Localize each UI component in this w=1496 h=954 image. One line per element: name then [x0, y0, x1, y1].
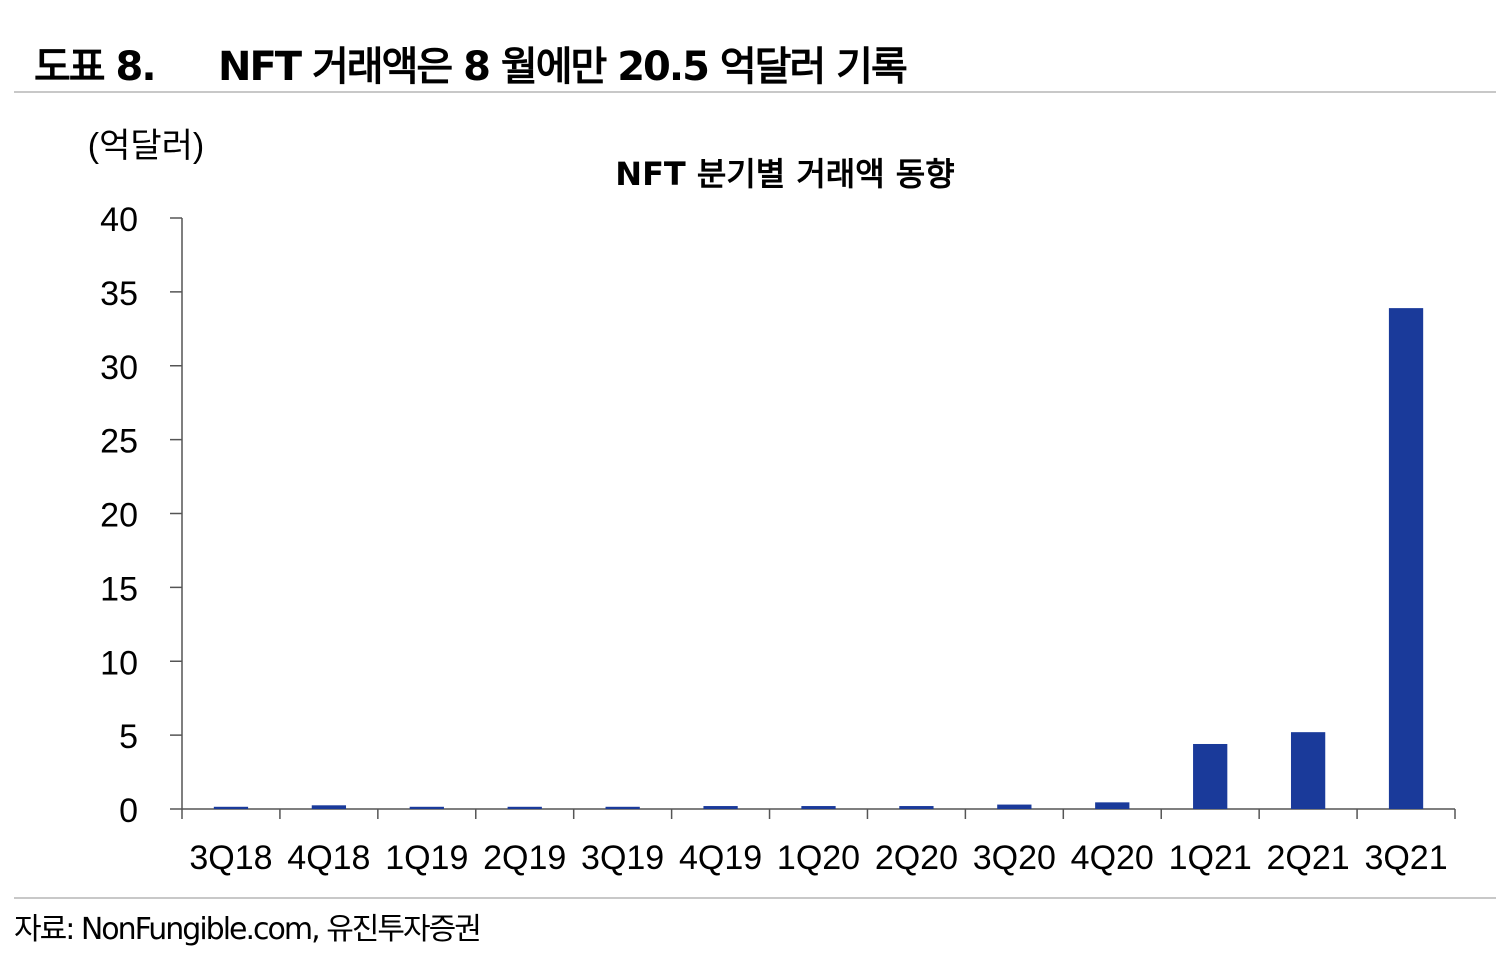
- y-axis: 0 5 10 15 20 25 30 35 40: [100, 201, 183, 830]
- y-tick-label: 40: [100, 201, 138, 239]
- source-note: 자료: NonFungible.com, 유진투자증권: [14, 912, 482, 947]
- x-tick-label: 4Q19: [679, 839, 762, 877]
- x-tick-label: 2Q20: [875, 839, 958, 877]
- y-tick-label: 5: [119, 718, 138, 756]
- bar-chart: (억달러) NFT 분기별 거래액 동향 0 5 10 15 20 25 30 35 40 3Q…: [88, 127, 1456, 877]
- bar-3Q19: [605, 806, 640, 809]
- y-tick-label: 20: [100, 497, 138, 535]
- x-tick-label: 1Q19: [385, 839, 468, 877]
- x-tick-label: 4Q20: [1071, 839, 1154, 877]
- bar-2Q20: [899, 806, 934, 809]
- bar-4Q19: [703, 806, 738, 809]
- bar-4Q18: [311, 805, 347, 809]
- bar-4Q20: [1095, 802, 1130, 809]
- bar-1Q19: [409, 806, 444, 809]
- y-tick-label: 25: [100, 423, 138, 461]
- y-tick-label: 30: [100, 349, 138, 387]
- y-tick-label: 10: [100, 644, 138, 682]
- x-tick-label: 3Q21: [1364, 839, 1447, 877]
- figure-title: NFT 거래액은 8 월에만 20.5 억달러 기록: [218, 44, 908, 90]
- x-axis: 3Q18 4Q18 1Q19 2Q19 3Q19 4Q19 1Q20 2Q20 3Q20 4Q20…: [181, 808, 1456, 877]
- x-tick-label: 1Q21: [1169, 839, 1252, 877]
- footer-divider: [14, 897, 1496, 899]
- y-unit-label: (억달러): [88, 127, 204, 165]
- bar-2Q21: [1290, 732, 1326, 809]
- bar-2Q19: [507, 806, 542, 809]
- x-tick-label: 3Q19: [581, 839, 664, 877]
- chart-title: NFT 분기별 거래액 동향: [615, 155, 954, 193]
- x-tick-label: 2Q21: [1267, 839, 1350, 877]
- x-tick-label: 4Q18: [287, 839, 370, 877]
- bar-1Q20: [801, 806, 836, 809]
- bar-3Q21: [1388, 308, 1424, 809]
- figure-label: 도표 8.: [34, 44, 157, 90]
- x-tick-label: 3Q18: [189, 839, 272, 877]
- y-tick-label: 35: [100, 275, 138, 313]
- bar-3Q18: [213, 806, 249, 809]
- y-tick-label: 0: [119, 792, 138, 830]
- x-tick-label: 2Q19: [483, 839, 566, 877]
- x-tick-label: 3Q20: [973, 839, 1056, 877]
- bars: [213, 308, 1424, 809]
- bar-3Q20: [997, 804, 1032, 809]
- x-tick-label: 1Q20: [777, 839, 860, 877]
- figure-header: 도표 8. NFT 거래액은 8 월에만 20.5 억달러 기록: [0, 0, 1496, 92]
- header-divider: [14, 91, 1496, 93]
- bar-1Q21: [1193, 743, 1228, 809]
- y-tick-label: 15: [100, 570, 138, 608]
